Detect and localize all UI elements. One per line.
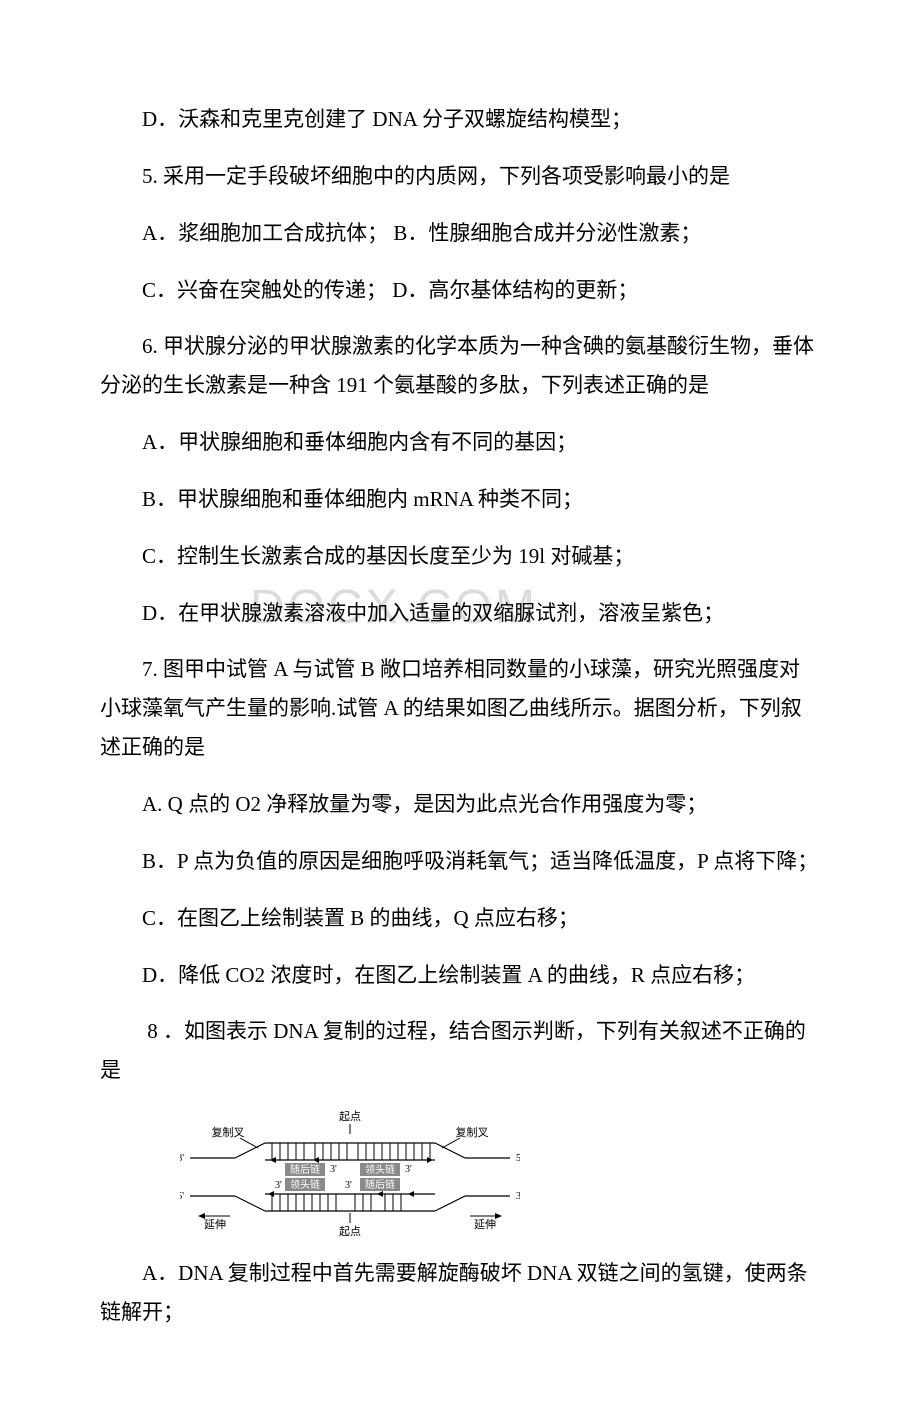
diagram-label-lag-bottom: 随后链 — [365, 1178, 395, 1191]
svg-text:3': 3' — [180, 1153, 184, 1164]
q7-stem: 7. 图甲中试管 A 与试管 B 敞口培养相同数量的小球藻，研究光照强度对小球藻… — [100, 650, 820, 767]
q7-option-a: A. Q 点的 O2 净释放量为零，是因为此点光合作用强度为零； — [100, 785, 820, 824]
q8-stem: 8 ．如图表示 DNA 复制的过程，结合图示判断，下列有关叙述不正确的是 — [100, 1012, 820, 1090]
q7-option-c: C．在图乙上绘制装置 B 的曲线，Q 点应右移； — [100, 899, 820, 938]
q6-option-a: A．甲状腺细胞和垂体细胞内含有不同的基因； — [100, 423, 820, 462]
diagram-label-fork-left: 复制叉 — [212, 1125, 245, 1139]
q6-option-c: C．控制生长激素合成的基因长度至少为 19l 对碱基； — [100, 537, 820, 576]
svg-text:3': 3' — [275, 1180, 282, 1191]
q8-option-a: A．DNA 复制过程中首先需要解旋酶破坏 DNA 双链之间的氢键，使两条链解开； — [100, 1254, 820, 1332]
diagram-label-fork-right: 复制叉 — [456, 1125, 489, 1139]
q6-option-d: D．在甲状腺激素溶液中加入适量的双缩脲试剂，溶液呈紫色； — [100, 594, 820, 633]
q5-stem: 5. 采用一定手段破坏细胞中的内质网，下列各项受影响最小的是 — [100, 157, 820, 196]
diagram-label-lead-top: 领头链 — [365, 1163, 395, 1176]
dna-replication-diagram: 起点 复制叉 复制叉 — [180, 1108, 820, 1238]
q6-option-b: B．甲状腺细胞和垂体细胞内 mRNA 种类不同； — [100, 480, 820, 519]
q5-option-cd: C．兴奋在突触处的传递； D．高尔基体结构的更新； — [100, 271, 820, 310]
diagram-label-lead-bottom: 领头链 — [290, 1178, 320, 1191]
svg-text:5': 5' — [180, 1191, 184, 1202]
q7-option-d: D．降低 CO2 浓度时，在图乙上绘制装置 A 的曲线，R 点应右移； — [100, 956, 820, 995]
q4-option-d: D．沃森和克里克创建了 DNA 分子双螺旋结构模型； — [100, 100, 820, 139]
q5-option-ab: A．浆细胞加工合成抗体； B．性腺细胞合成并分泌性激素； — [100, 214, 820, 253]
q7-option-b: B．P 点为负值的原因是细胞呼吸消耗氧气；适当降低温度，P 点将下降； — [100, 842, 820, 881]
diagram-label-lag-top: 随后链 — [290, 1163, 320, 1176]
q6-stem: 6. 甲状腺分泌的甲状腺激素的化学本质为一种含碘的氨基酸衍生物，垂体分泌的生长激… — [100, 327, 820, 405]
svg-text:5': 5' — [516, 1153, 520, 1164]
diagram-label-start-bottom: 起点 — [339, 1225, 361, 1238]
diagram-label-extend-right: 延伸 — [474, 1218, 496, 1231]
svg-text:3': 3' — [516, 1191, 520, 1202]
svg-text:3': 3' — [345, 1180, 352, 1191]
diagram-label-start-top: 起点 — [339, 1110, 361, 1123]
svg-text:3': 3' — [330, 1164, 337, 1175]
svg-text:3': 3' — [405, 1164, 412, 1175]
document-content: D．沃森和克里克创建了 DNA 分子双螺旋结构模型； 5. 采用一定手段破坏细胞… — [100, 100, 820, 1332]
diagram-label-extend-left: 延伸 — [204, 1218, 226, 1231]
